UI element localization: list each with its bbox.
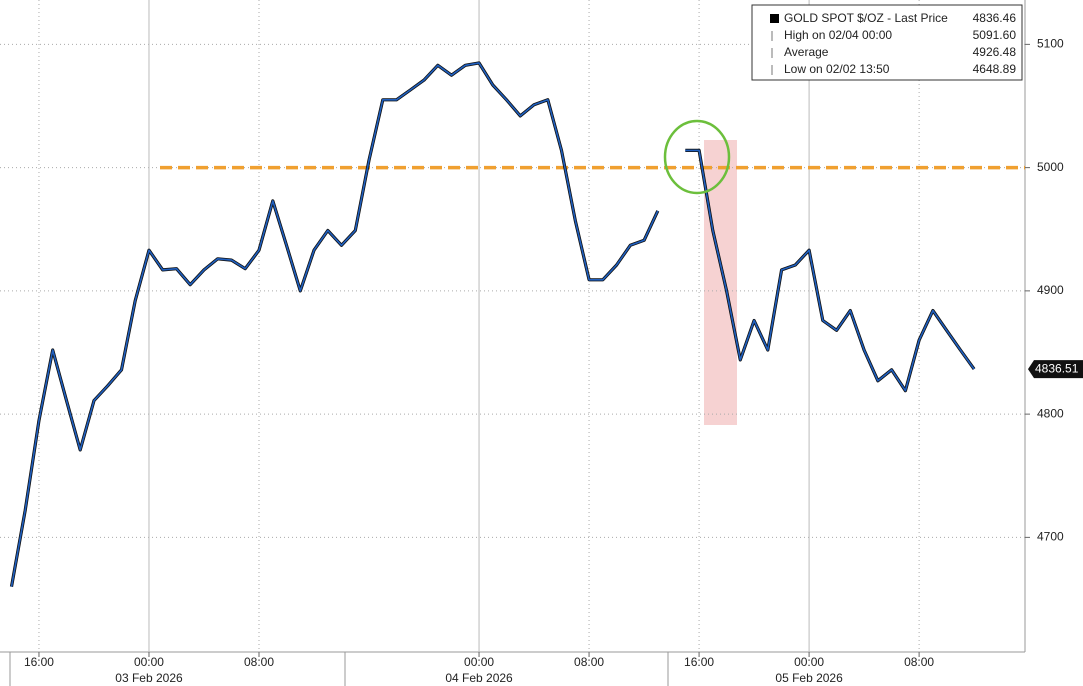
price-line xyxy=(10,62,975,587)
y-tick-label: 5100 xyxy=(1037,37,1064,51)
legend-value: 4836.46 xyxy=(973,11,1017,25)
x-tick-label: 00:00 xyxy=(794,655,824,669)
date-label: 03 Feb 2026 xyxy=(115,671,183,685)
y-tick-label: 4800 xyxy=(1037,406,1064,420)
x-tick-label: 00:00 xyxy=(134,655,164,669)
legend-label: Low on 02/02 13:50 xyxy=(784,62,890,76)
x-tick-label: 08:00 xyxy=(904,655,934,669)
legend-value: 5091.60 xyxy=(973,28,1017,42)
y-tick-label: 5000 xyxy=(1037,160,1064,174)
last-price-tag xyxy=(1028,360,1083,379)
legend-value: 4648.89 xyxy=(973,62,1017,76)
highlight-circle xyxy=(663,119,731,195)
y-tick-label: 4900 xyxy=(1037,283,1064,297)
date-label: 04 Feb 2026 xyxy=(445,671,513,685)
x-tick-label: 16:00 xyxy=(24,655,54,669)
x-tick-label: 16:00 xyxy=(684,655,714,669)
legend-value: 4926.48 xyxy=(973,45,1017,59)
x-tick-label: 08:00 xyxy=(244,655,274,669)
highlight-band xyxy=(704,140,737,425)
y-tick-label: 4700 xyxy=(1037,530,1064,544)
x-tick-label: 08:00 xyxy=(574,655,604,669)
legend-label: GOLD SPOT $/OZ - Last Price xyxy=(784,11,948,25)
x-tick-label: 00:00 xyxy=(464,655,494,669)
date-label: 05 Feb 2026 xyxy=(775,671,843,685)
legend-swatch xyxy=(770,14,779,23)
legend-label: Average xyxy=(784,45,829,59)
last-price-label: 4836.51 xyxy=(1035,361,1079,375)
legend: GOLD SPOT $/OZ - Last Price 4836.46 High o… xyxy=(751,4,1023,81)
legend-label: High on 02/04 00:00 xyxy=(784,28,892,42)
legend-box xyxy=(751,4,1023,81)
